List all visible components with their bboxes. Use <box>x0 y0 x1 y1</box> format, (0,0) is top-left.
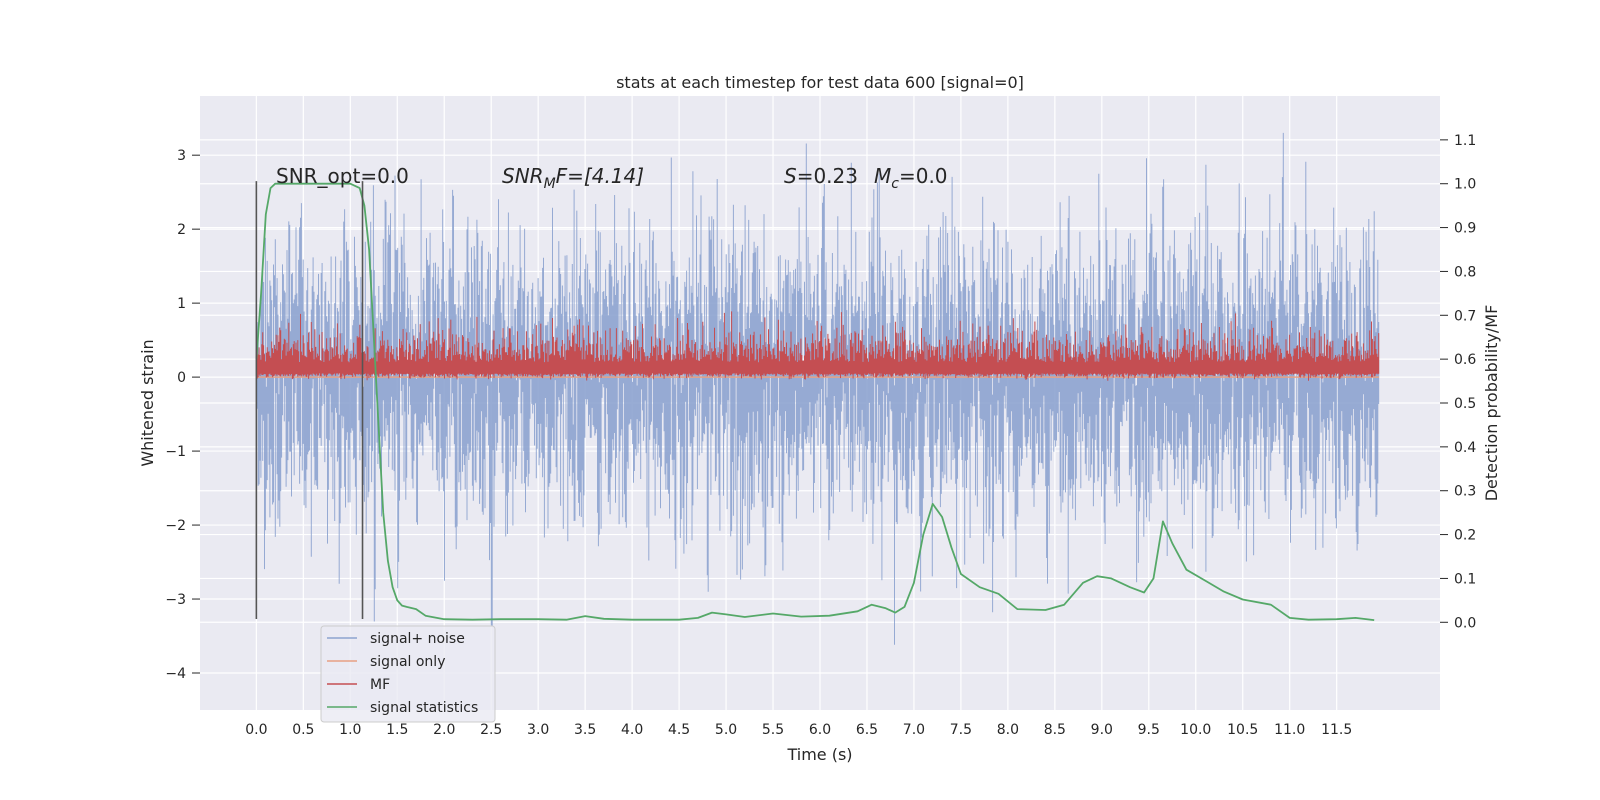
vertical-markers <box>255 181 364 620</box>
legend-label-signal-statistics: signal statistics <box>370 700 478 716</box>
x-axis-label: Time (s) <box>786 745 852 764</box>
y-tick-label-left: 1 <box>177 296 186 312</box>
y-tick-labels-right: 0.0 0.1 0.2 0.3 0.4 0.5 0.6 0.7 0.8 0.9 1.0 1.1 <box>1440 133 1476 631</box>
legend-label-mf: MF <box>370 677 390 693</box>
x-tick-label: 3.5 <box>574 722 596 738</box>
y-tick-label-right: 0.5 <box>1454 396 1476 412</box>
x-tick-label: 3.0 <box>527 722 549 738</box>
annotation-mc-label: M <box>874 164 891 188</box>
x-tick-label: 2.0 <box>433 722 455 738</box>
x-tick-label: 9.0 <box>1091 722 1113 738</box>
x-tick-label: 11.5 <box>1321 722 1352 738</box>
x-tick-label: 11.0 <box>1274 722 1305 738</box>
y-tick-label-right: 1.0 <box>1454 177 1476 193</box>
x-tick-label: 1.5 <box>386 722 408 738</box>
legend-label-signal-noise: signal+ noise <box>370 631 465 647</box>
y-tick-label-right: 0.9 <box>1454 221 1476 237</box>
legend-label-signal-only: signal only <box>370 654 445 670</box>
x-tick-label: 5.0 <box>715 722 737 738</box>
y-axis-label-left: Whitened strain <box>138 339 157 466</box>
x-tick-label: 8.5 <box>1044 722 1066 738</box>
annotation-s-mc: S=0.23 Mc=0.0 <box>784 164 948 192</box>
x-tick-label: 5.5 <box>762 722 784 738</box>
y-tick-label-left: 2 <box>177 222 186 238</box>
y-tick-label-right: 0.2 <box>1454 528 1476 544</box>
x-tick-label: 10.0 <box>1180 722 1211 738</box>
annotation-snr-mf-prefix: SNR <box>502 164 544 188</box>
y-tick-label-left: −1 <box>165 444 186 460</box>
x-tick-label: 0.5 <box>292 722 314 738</box>
annotation-s-label: S <box>784 164 797 188</box>
x-tick-label: 6.5 <box>856 722 878 738</box>
y-tick-label-right: 0.0 <box>1454 615 1476 631</box>
x-tick-label: 2.5 <box>480 722 502 738</box>
annotation-snr-mf: SNRMF=[4.14] <box>502 164 644 192</box>
y-tick-label-left: −3 <box>165 592 186 608</box>
y-axis-label-right: Detection probability/MF <box>1482 305 1501 502</box>
x-tick-label: 1.0 <box>339 722 361 738</box>
y-tick-label-right: 0.8 <box>1454 264 1476 280</box>
y-tick-label-right: 0.3 <box>1454 484 1476 500</box>
annotation-mc-value: =0.0 <box>899 164 948 188</box>
y-tick-label-right: 0.6 <box>1454 352 1476 368</box>
x-tick-label: 8.0 <box>997 722 1019 738</box>
x-tick-label: 4.0 <box>621 722 643 738</box>
annotation-s-value: =0.23 <box>797 164 858 188</box>
y-tick-label-right: 0.1 <box>1454 571 1476 587</box>
annotation-snr-mf-suffix: F=[4.14] <box>556 164 644 188</box>
legend: signal+ noise signal only MF signal stat… <box>320 625 496 723</box>
y-tick-label-left: 0 <box>177 370 186 386</box>
x-tick-label: 7.0 <box>903 722 925 738</box>
chart-title: stats at each timestep for test data 600… <box>616 73 1024 92</box>
annotation-mc-sub: c <box>891 176 899 192</box>
y-tick-label-right: 1.1 <box>1454 133 1476 149</box>
x-tick-label: 10.5 <box>1227 722 1258 738</box>
plot-series-group <box>255 132 1380 645</box>
annotation-snr-mf-sub: M <box>544 176 556 192</box>
series-signal-statistics <box>255 182 1375 621</box>
x-tick-labels: 0.0 0.5 1.0 1.5 2.0 2.5 3.0 3.5 4.0 4.5 5.0 5.5 6.0 6… <box>245 722 1352 738</box>
x-tick-label: 4.5 <box>668 722 690 738</box>
annotation-snr-opt: SNR_opt=0.0 <box>276 164 409 188</box>
legend-box <box>320 625 496 723</box>
y-tick-label-left: −4 <box>165 666 186 682</box>
y-tick-labels-left: −4 −3 −2 −1 0 1 2 3 <box>165 148 200 682</box>
y-tick-label-right: 0.4 <box>1454 440 1476 456</box>
x-tick-label: 7.5 <box>950 722 972 738</box>
x-tick-label: 6.0 <box>809 722 831 738</box>
y-tick-label-right: 0.7 <box>1454 308 1476 324</box>
x-tick-label: 9.5 <box>1138 722 1160 738</box>
x-tick-label: 0.0 <box>245 722 267 738</box>
y-tick-label-left: 3 <box>177 148 186 164</box>
y-tick-label-left: −2 <box>165 518 186 534</box>
